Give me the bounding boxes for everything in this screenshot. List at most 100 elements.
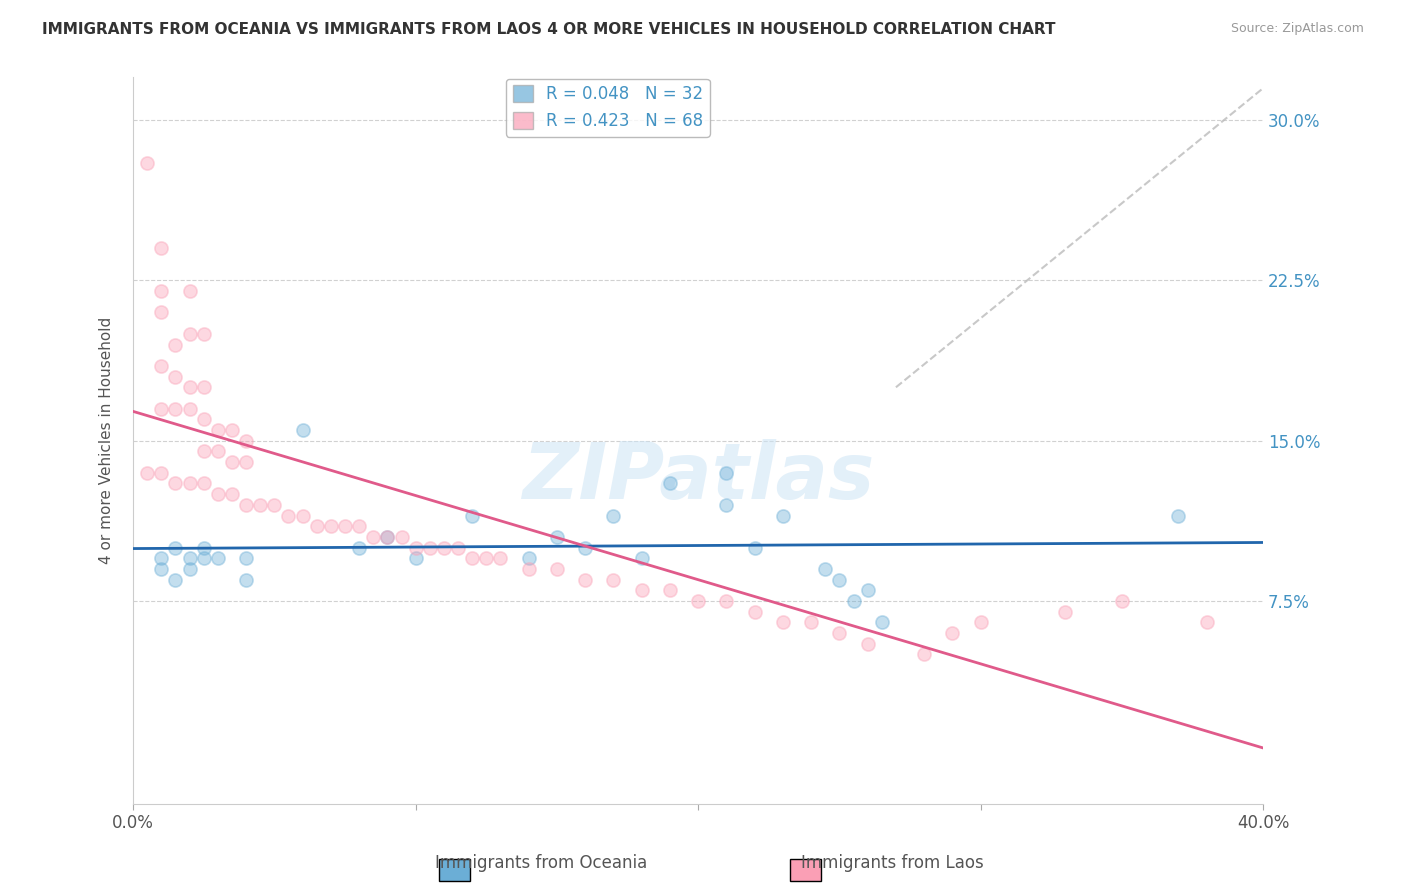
Point [277, 508, 299, 523]
Point [574, 541, 596, 555]
Point [814, 562, 837, 576]
Point [235, 573, 257, 587]
Point [574, 573, 596, 587]
Point [546, 530, 568, 544]
Point [461, 551, 484, 566]
Point [235, 455, 257, 469]
Point [856, 637, 879, 651]
Point [207, 551, 229, 566]
Point [150, 401, 173, 416]
Point [333, 519, 356, 533]
Point [165, 573, 187, 587]
Point [1195, 615, 1218, 630]
Text: ZIPatlas: ZIPatlas [522, 439, 875, 515]
Point [179, 476, 201, 491]
Point [207, 487, 229, 501]
Point [941, 626, 963, 640]
Point [193, 476, 215, 491]
Point [688, 594, 710, 608]
Point [489, 551, 512, 566]
Point [207, 423, 229, 437]
Point [1167, 508, 1189, 523]
Point [433, 541, 456, 555]
Point [179, 380, 201, 394]
Point [602, 573, 624, 587]
Point [179, 284, 201, 298]
Point [828, 626, 851, 640]
Point [193, 444, 215, 458]
Point [517, 562, 540, 576]
Point [207, 444, 229, 458]
Point [405, 541, 427, 555]
Point [305, 519, 328, 533]
Point [391, 530, 413, 544]
Point [517, 551, 540, 566]
Point [150, 466, 173, 480]
Text: Source: ZipAtlas.com: Source: ZipAtlas.com [1230, 22, 1364, 36]
Point [716, 498, 738, 512]
Point [179, 326, 201, 341]
Point [179, 551, 201, 566]
Point [263, 498, 285, 512]
Text: Immigrants from Oceania: Immigrants from Oceania [436, 855, 647, 872]
Point [150, 284, 173, 298]
Point [475, 551, 498, 566]
Point [800, 615, 823, 630]
Point [221, 487, 243, 501]
Point [319, 519, 342, 533]
Point [658, 583, 681, 598]
Point [377, 530, 399, 544]
Point [235, 434, 257, 448]
Point [546, 562, 568, 576]
Point [165, 369, 187, 384]
Point [347, 519, 370, 533]
Point [842, 594, 865, 608]
Text: Immigrants from Laos: Immigrants from Laos [801, 855, 984, 872]
Point [405, 551, 427, 566]
Point [235, 498, 257, 512]
Point [150, 241, 173, 255]
Point [150, 359, 173, 373]
Point [630, 583, 652, 598]
Y-axis label: 4 or more Vehicles in Household: 4 or more Vehicles in Household [100, 317, 114, 565]
Point [179, 562, 201, 576]
Point [179, 401, 201, 416]
Point [870, 615, 893, 630]
Point [970, 615, 993, 630]
Point [716, 466, 738, 480]
Point [377, 530, 399, 544]
Point [150, 551, 173, 566]
Point [419, 541, 441, 555]
Point [856, 583, 879, 598]
Point [165, 541, 187, 555]
Point [361, 530, 384, 544]
Point [1111, 594, 1133, 608]
Point [772, 615, 794, 630]
Point [165, 476, 187, 491]
Point [291, 423, 314, 437]
Point [249, 498, 271, 512]
Text: IMMIGRANTS FROM OCEANIA VS IMMIGRANTS FROM LAOS 4 OR MORE VEHICLES IN HOUSEHOLD : IMMIGRANTS FROM OCEANIA VS IMMIGRANTS FR… [42, 22, 1056, 37]
Point [150, 562, 173, 576]
Point [912, 648, 935, 662]
Point [658, 476, 681, 491]
Point [716, 594, 738, 608]
Point [165, 401, 187, 416]
Point [602, 508, 624, 523]
Point [136, 156, 159, 170]
Point [165, 337, 187, 351]
Point [221, 423, 243, 437]
Point [193, 326, 215, 341]
Point [150, 305, 173, 319]
Point [744, 541, 766, 555]
Point [347, 541, 370, 555]
Point [291, 508, 314, 523]
Point [828, 573, 851, 587]
Point [1054, 605, 1077, 619]
Point [235, 551, 257, 566]
Point [193, 541, 215, 555]
Point [630, 551, 652, 566]
Point [221, 455, 243, 469]
Point [461, 508, 484, 523]
Point [744, 605, 766, 619]
